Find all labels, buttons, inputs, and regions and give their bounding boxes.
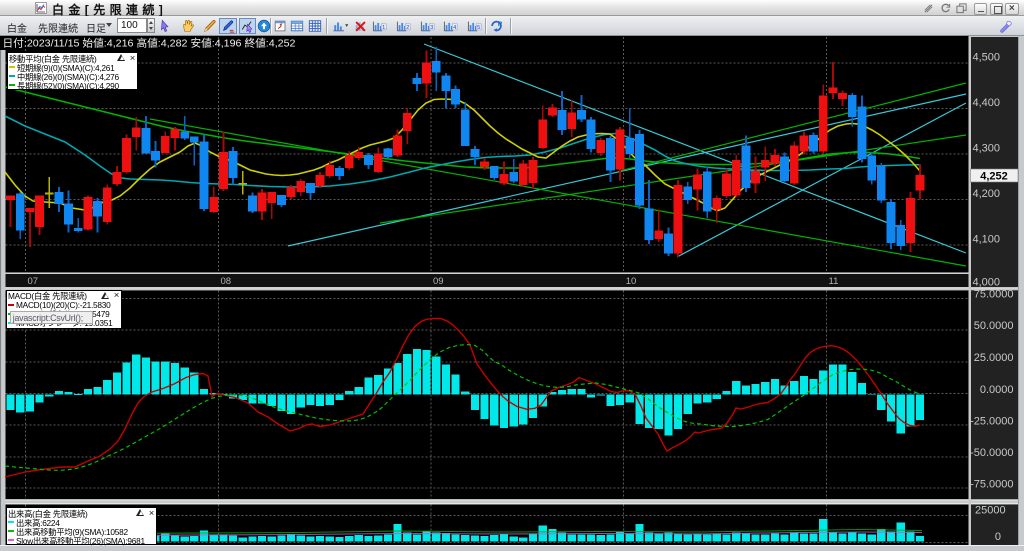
svg-text:-50.0000: -50.0000 (970, 447, 1013, 459)
svg-text:09: 09 (433, 276, 444, 287)
svg-text:R: R (498, 21, 503, 28)
svg-text:4,300: 4,300 (973, 143, 1001, 155)
svg-text:07: 07 (28, 276, 39, 287)
svg-text:25000: 25000 (975, 505, 1006, 517)
svg-text:4,400: 4,400 (973, 97, 1001, 109)
svg-text:11: 11 (829, 276, 839, 287)
svg-text:25.0000: 25.0000 (974, 352, 1014, 364)
svg-text:3: 3 (430, 25, 433, 31)
svg-text:75.0000: 75.0000 (974, 289, 1014, 301)
svg-text:1: 1 (382, 25, 385, 31)
svg-text:4,252: 4,252 (980, 171, 1008, 183)
svg-text:0.0000: 0.0000 (980, 384, 1014, 396)
svg-text:10: 10 (626, 276, 637, 287)
svg-text:4,100: 4,100 (973, 234, 1001, 246)
svg-text:2: 2 (406, 25, 409, 31)
svg-text:-25.0000: -25.0000 (970, 415, 1013, 427)
svg-text:4,000: 4,000 (973, 277, 1001, 289)
svg-text:50.0000: 50.0000 (974, 320, 1014, 332)
svg-text:日付:2023/11/15 始値:4,216 高値:4,28: 日付:2023/11/15 始値:4,216 高値:4,282 安値:4,196… (3, 37, 296, 50)
svg-text:4: 4 (453, 25, 456, 31)
svg-text:5: 5 (477, 25, 480, 31)
svg-text:08: 08 (221, 276, 232, 287)
svg-text:-75.0000: -75.0000 (970, 478, 1013, 490)
svg-text:0: 0 (995, 531, 1001, 543)
svg-text:4,500: 4,500 (973, 52, 1001, 64)
svg-text:4,200: 4,200 (973, 188, 1001, 200)
